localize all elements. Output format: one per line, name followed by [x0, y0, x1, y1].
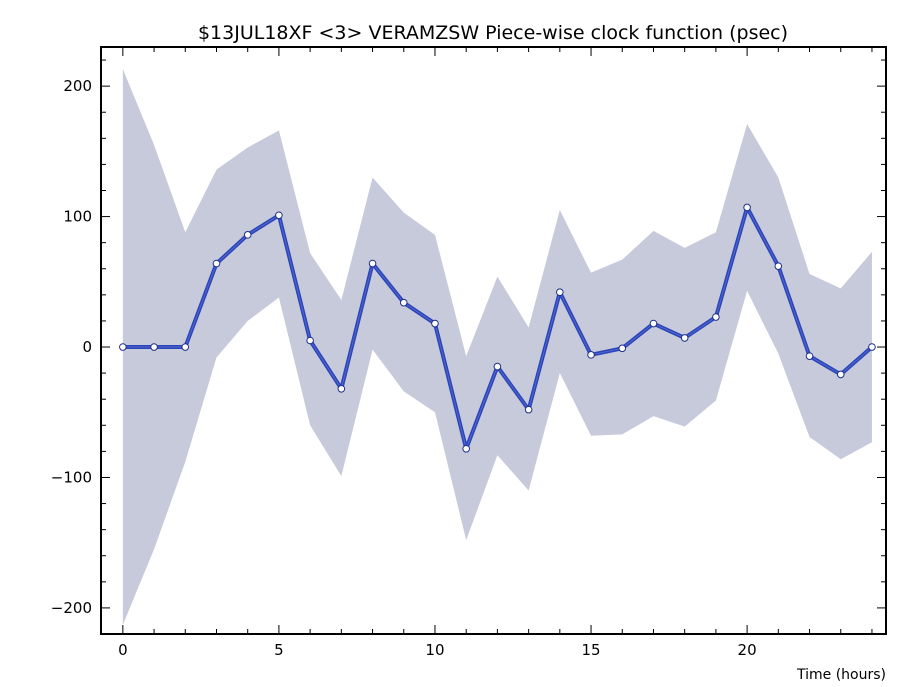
- data-point: [275, 211, 283, 220]
- x-tick-label: 20: [738, 641, 757, 659]
- data-point: [868, 343, 876, 351]
- data-point: [337, 384, 346, 393]
- x-tick-label: 10: [425, 641, 444, 659]
- data-point: [805, 352, 814, 360]
- y-tick-label: −200: [51, 599, 92, 617]
- data-point: [649, 319, 658, 328]
- data-point: [774, 262, 783, 270]
- data-point: [306, 336, 314, 345]
- y-tick-label: 200: [63, 77, 92, 95]
- data-point: [431, 319, 439, 328]
- x-tick-label: 15: [581, 641, 600, 659]
- y-tick-label: 0: [82, 338, 92, 356]
- data-point: [212, 259, 221, 268]
- data-point: [836, 370, 845, 379]
- data-point: [712, 313, 720, 321]
- data-point: [368, 259, 377, 268]
- data-point: [243, 231, 252, 239]
- x-tick-label: 5: [274, 641, 284, 659]
- chart-title: $13JUL18XF <3> VERAMZSW Piece-wise clock…: [198, 22, 788, 44]
- data-point-layer: [119, 203, 876, 453]
- data-point: [119, 343, 127, 351]
- axes: [100, 46, 887, 635]
- data-point: [462, 444, 470, 453]
- data-point: [150, 343, 158, 351]
- data-point: [399, 298, 408, 307]
- data-point: [743, 203, 751, 212]
- data-point: [680, 334, 689, 342]
- plot-frame: [100, 46, 887, 635]
- y-tick-label: 100: [63, 208, 92, 226]
- uncertainty-band: [122, 69, 872, 625]
- data-point: [618, 344, 627, 353]
- x-tick-label: 0: [118, 641, 128, 659]
- data-point: [524, 405, 533, 414]
- x-axis-label: Time (hours): [796, 667, 886, 683]
- uncertainty-band-layer: [122, 69, 872, 625]
- data-point: [493, 362, 502, 371]
- y-tick-label: −100: [51, 468, 92, 486]
- data-point: [587, 351, 595, 359]
- tick-labels: 0 5 10 15 20 −200 −100 0 100 200: [51, 77, 757, 659]
- data-point: [556, 288, 564, 297]
- data-point: [181, 343, 190, 351]
